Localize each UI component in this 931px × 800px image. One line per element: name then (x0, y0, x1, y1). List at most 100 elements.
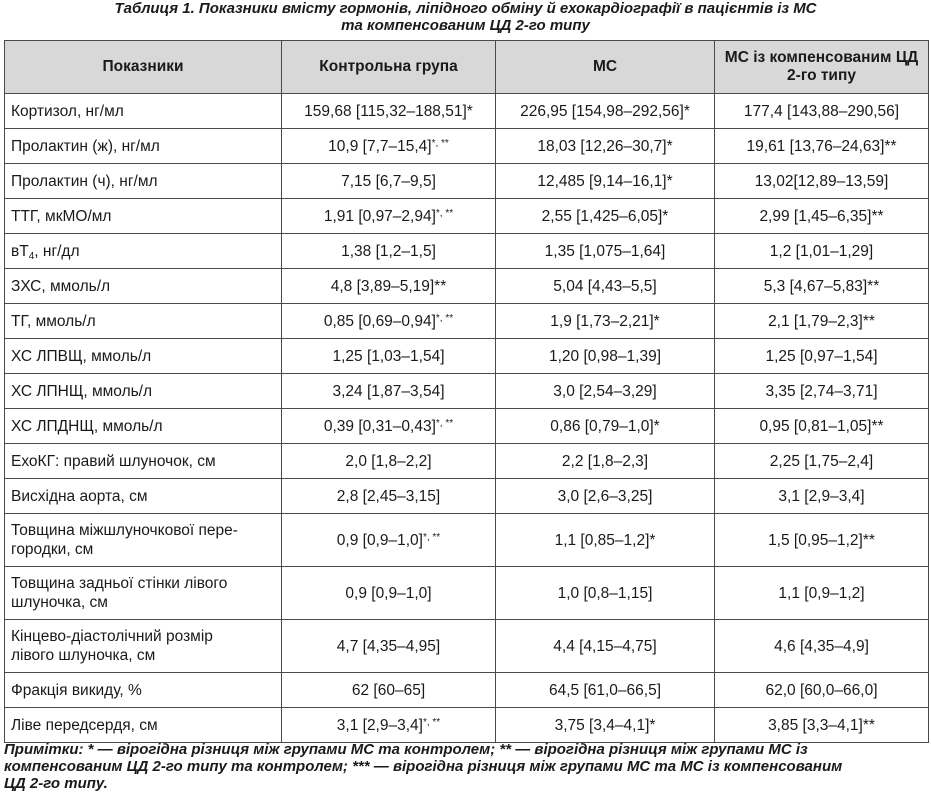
ms-dm-value: 13,02[12,89–13,59] (714, 163, 929, 199)
ms-value-text: 4,4 [4,15–4,75] (553, 637, 657, 655)
table-caption: Таблиця 1. Показники вмісту гормонів, лі… (0, 0, 931, 34)
ms-dm-value-text: 5,3 [4,67–5,83]** (763, 277, 880, 295)
table-row: Кінцево-діастолічний розмір лівого шлуноч… (4, 619, 929, 673)
table-body: Кортизол, нг/мл 159,68 [115,32–188,51]* 22… (4, 93, 929, 743)
control-value-text: 7,15 [6,7–9,5] (341, 172, 436, 190)
row-label-text: ЗХС, ммоль/л (11, 277, 111, 295)
row-label: Товщина задньої стінки лівого шлуночка, с… (4, 566, 282, 620)
row-label-line: Товщина задньої стінки лівого (11, 575, 228, 592)
table-row: Фракція викиду, % 62 [60–65] 64,5 [61,0–66… (4, 672, 929, 708)
ms-value-text: 1,0 [0,8–1,15] (557, 584, 653, 602)
table-row: Ліве передсердя, см 3,1 [2,9–3,4]*, ** 3,7… (4, 707, 929, 743)
control-value-text: 4,7 [4,35–4,95] (336, 637, 441, 655)
control-value-text: 3,1 [2,9–3,4] (336, 716, 423, 734)
row-label-text: ХС ЛПНЩ, ммоль/л (11, 382, 153, 400)
significance-marker: *, ** (431, 137, 449, 149)
table-row: ТТГ, мкМО/мл 1,91 [0,97–2,94]*, ** 2,55 [1… (4, 198, 929, 234)
control-value-text: 10,9 [7,7–15,4] (328, 137, 432, 155)
row-label: Ліве передсердя, см (4, 707, 282, 743)
table-row: ХС ЛПДНЩ, ммоль/л 0,39 [0,31–0,43]*, ** 0,… (4, 408, 929, 444)
header-indicators: Показники (4, 40, 282, 94)
row-label: ХС ЛПВЩ, ммоль/л (4, 338, 282, 374)
ms-value: 5,04 [4,43–5,5] (495, 268, 715, 304)
ms-dm-value-text: 1,25 [0,97–1,54] (765, 347, 878, 365)
row-label: вТ4, нг/дл (4, 233, 282, 269)
table-row: Висхідна аорта, см 2,8 [2,45–3,15] 3,0 [2,… (4, 478, 929, 514)
ms-dm-value: 62,0 [60,0–66,0] (714, 672, 929, 708)
ms-value-text: 2,55 [1,425–6,05]* (541, 207, 669, 225)
ms-dm-value: 2,99 [1,45–6,35]** (714, 198, 929, 234)
control-value-text: 0,85 [0,69–0,94] (323, 312, 436, 330)
row-label-text: ХС ЛПДНЩ, ммоль/л (11, 417, 163, 435)
control-value-text: 159,68 [115,32–188,51]* (304, 102, 473, 120)
control-value: 0,9 [0,9–1,0] (281, 566, 496, 620)
ms-dm-value-text: 13,02[12,89–13,59] (754, 172, 889, 190)
data-table: Показники Контрольна група МС МС із комп… (4, 40, 929, 743)
header-ms-dm: МС із компенсованим ЦД 2-го типу (714, 40, 929, 94)
ms-value: 1,0 [0,8–1,15] (495, 566, 715, 620)
table-row: ТГ, ммоль/л 0,85 [0,69–0,94]*, ** 1,9 [1,7… (4, 303, 929, 339)
ms-dm-value-text: 177,4 [143,88–290,56] (743, 102, 900, 120)
row-label-line: шлуночка, см (11, 594, 108, 611)
table-row: ХС ЛПНЩ, ммоль/л 3,24 [1,87–3,54] 3,0 [2,5… (4, 373, 929, 409)
significance-marker: *, ** (435, 312, 454, 324)
row-label: ЕхоКГ: правий шлуночок, см (4, 443, 282, 479)
row-label-line: городки, см (11, 541, 94, 558)
row-label-text: Пролактин (ж), нг/мл (11, 137, 160, 155)
table-footnote: Примітки: * — вірогідна різниця між груп… (4, 741, 928, 792)
ms-value: 1,35 [1,075–1,64] (495, 233, 715, 269)
ms-dm-value-text: 0,95 [0,81–1,05]** (759, 417, 884, 435)
control-value: 3,24 [1,87–3,54] (281, 373, 496, 409)
row-label-text: ЕхоКГ: правий шлуночок, см (11, 452, 216, 470)
ms-value-text: 0,86 [0,79–1,0]* (550, 417, 660, 435)
control-value: 7,15 [6,7–9,5] (281, 163, 496, 199)
ms-value: 18,03 [12,26–30,7]* (495, 128, 715, 164)
row-label-line: Кінцево-діастолічний розмір (11, 628, 213, 645)
row-label-text: Висхідна аорта, см (11, 487, 148, 505)
significance-marker: *, ** (435, 207, 454, 219)
ms-dm-value-text: 19,61 [13,76–24,63]** (746, 137, 897, 155)
ms-value-text: 1,9 [1,73–2,21]* (550, 312, 660, 330)
ms-dm-value-text: 1,1 [0,9–1,2] (778, 584, 865, 602)
table-row: ЗХС, ммоль/л 4,8 [3,89–5,19]** 5,04 [4,43–… (4, 268, 929, 304)
ms-dm-value-text: 2,1 [1,79–2,3]** (768, 312, 875, 330)
row-label: ХС ЛПНЩ, ммоль/л (4, 373, 282, 409)
table-row: Товщина міжшлуночкової пере-городки, см 0… (4, 513, 929, 567)
ms-value: 2,2 [1,8–2,3] (495, 443, 715, 479)
row-label-text: вТ (11, 242, 29, 260)
table-row: ЕхоКГ: правий шлуночок, см 2,0 [1,8–2,2] 2… (4, 443, 929, 479)
row-label: ТГ, ммоль/л (4, 303, 282, 339)
row-label: Пролактин (ч), нг/мл (4, 163, 282, 199)
ms-dm-value-text: 4,6 [4,35–4,9] (774, 637, 869, 655)
ms-dm-value-text: 2,25 [1,75–2,4] (769, 452, 874, 470)
control-value-text: 1,38 [1,2–1,5] (341, 242, 436, 260)
control-value: 10,9 [7,7–15,4]*, ** (281, 128, 496, 164)
control-value: 4,7 [4,35–4,95] (281, 619, 496, 673)
control-value: 3,1 [2,9–3,4]*, ** (281, 707, 496, 743)
row-label: Товщина міжшлуночкової пере-городки, см (4, 513, 282, 567)
control-value: 1,91 [0,97–2,94]*, ** (281, 198, 496, 234)
row-label-text: Кортизол, нг/мл (11, 102, 124, 120)
row-label: Кінцево-діастолічний розмір лівого шлуноч… (4, 619, 282, 673)
row-label-line: лівого шлуночка, см (11, 647, 156, 664)
significance-marker: *, ** (422, 716, 441, 728)
ms-value: 12,485 [9,14–16,1]* (495, 163, 715, 199)
table-row: вТ4, нг/дл 1,38 [1,2–1,5] 1,35 [1,075–1,64… (4, 233, 929, 269)
ms-value-text: 64,5 [61,0–66,5] (548, 681, 662, 699)
ms-dm-value-text: 3,1 [2,9–3,4] (778, 487, 865, 505)
control-value-text: 0,9 [0,9–1,0] (345, 584, 432, 602)
ms-value-text: 1,20 [0,98–1,39] (548, 347, 662, 365)
ms-dm-value: 2,1 [1,79–2,3]** (714, 303, 929, 339)
control-value: 1,38 [1,2–1,5] (281, 233, 496, 269)
ms-value: 226,95 [154,98–292,56]* (495, 93, 715, 129)
ms-dm-value: 3,85 [3,3–4,1]** (714, 707, 929, 743)
ms-dm-value-text: 2,99 [1,45–6,35]** (759, 207, 884, 225)
table-header-row: Показники Контрольна група МС МС із комп… (4, 40, 929, 94)
table-row: Кортизол, нг/мл 159,68 [115,32–188,51]* 22… (4, 93, 929, 129)
footnote-line-3: ЦД 2-го типу. (4, 775, 108, 792)
ms-dm-value: 19,61 [13,76–24,63]** (714, 128, 929, 164)
caption-line-2: та компенсованим ЦД 2-го типу (341, 17, 590, 34)
control-value: 0,9 [0,9–1,0]*, ** (281, 513, 496, 567)
ms-dm-value: 1,2 [1,01–1,29] (714, 233, 929, 269)
ms-dm-value-text: 1,5 [0,95–1,2]** (768, 531, 875, 549)
